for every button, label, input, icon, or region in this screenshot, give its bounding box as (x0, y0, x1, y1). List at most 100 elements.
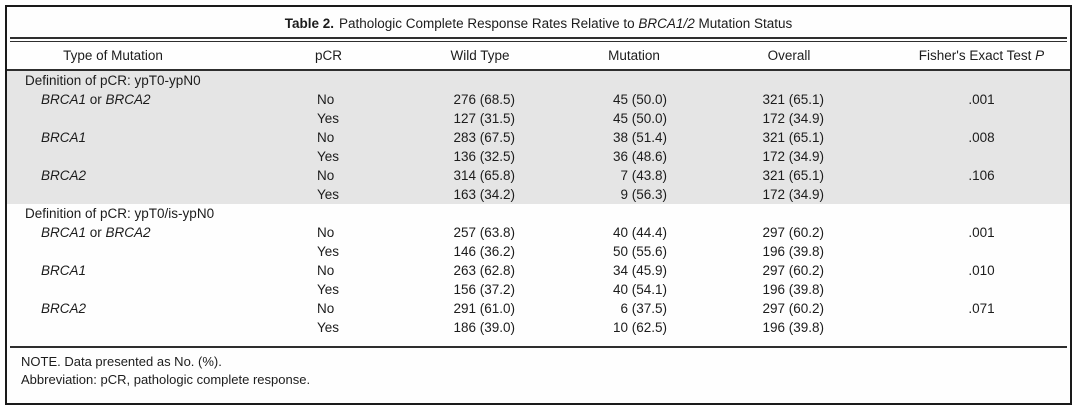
cell-mutation-type: BRCA1 or BRCA2 (41, 92, 151, 107)
cell-overall: 196 (39.8) (762, 282, 824, 297)
cell-p-value: .001 (968, 225, 995, 240)
column-header-fishers-exact-test-p: Fisher's Exact Test P (859, 42, 1070, 71)
note-line: NOTE. Data presented as No. (%). (21, 354, 222, 369)
cell-p-value (859, 147, 1070, 166)
cell-mutation-type (7, 147, 299, 166)
cell-mutation-type (7, 280, 299, 299)
cell-overall: 321 (65.1) (762, 168, 824, 183)
cell-overall: 172 (34.9) (762, 149, 824, 164)
cell-overall: 196 (39.8) (762, 320, 824, 335)
cell-p-value (859, 318, 1070, 337)
cell-p-value (859, 242, 1070, 261)
table-row: Yes 146 (36.2) 50 (55.6) 196 (39.8) (7, 242, 1070, 261)
cell-pcr: No (317, 130, 335, 145)
section-header-row: Definition of pCR: ypT0/is-ypN0 (7, 204, 1070, 223)
cell-mutation-type: BRCA1 or BRCA2 (41, 225, 151, 240)
cell-wild-type: 283 (67.5) (453, 130, 515, 145)
cell-overall: 297 (60.2) (762, 225, 824, 240)
cell-wild-type: 136 (32.5) (453, 149, 515, 164)
response-rates-table: Type of Mutation pCR Wild Type Mutation … (7, 42, 1070, 337)
cell-p-value: .071 (968, 301, 995, 316)
table-row: Yes 127 (31.5) 45 (50.0) 172 (34.9) (7, 109, 1070, 128)
cell-wild-type: 146 (36.2) (453, 244, 515, 259)
cell-pcr: No (317, 168, 335, 183)
cell-mutation: 34 (45.9) (612, 263, 667, 278)
cell-mutation: 45 (50.0) (612, 111, 667, 126)
cell-pcr: Yes (317, 244, 340, 259)
table-title-text: Pathologic Complete Response Rates Relat… (339, 16, 793, 31)
table-body: Definition of pCR: ypT0-ypN0 BRCA1 or BRC… (7, 70, 1070, 337)
cell-pcr: No (317, 225, 335, 240)
header-row: Type of Mutation pCR Wild Type Mutation … (7, 42, 1070, 71)
cell-pcr: No (317, 301, 335, 316)
cell-mutation: 38 (51.4) (612, 130, 667, 145)
abbreviation-line: Abbreviation: pCR, pathologic complete r… (21, 372, 311, 387)
column-header-mutation: Mutation (549, 42, 719, 71)
cell-wild-type: 314 (65.8) (453, 168, 515, 183)
column-header-wild-type: Wild Type (411, 42, 549, 71)
table-row: Yes 136 (32.5) 36 (48.6) 172 (34.9) (7, 147, 1070, 166)
cell-p-value (859, 280, 1070, 299)
cell-overall: 172 (34.9) (762, 187, 824, 202)
table-footnotes: NOTE. Data presented as No. (%). Abbrevi… (7, 348, 1070, 389)
cell-mutation-type (7, 318, 299, 337)
table-row: BRCA2 No 314 (65.8) 7 (43.8) 321 (65.1) .106 (7, 166, 1070, 185)
section-header-row: Definition of pCR: ypT0-ypN0 (7, 70, 1070, 90)
table-row: BRCA1 No 283 (67.5) 38 (51.4) 321 (65.1) .008 (7, 128, 1070, 147)
cell-wild-type: 127 (31.5) (453, 111, 515, 126)
cell-p-value (859, 185, 1070, 204)
cell-pcr: Yes (317, 111, 340, 126)
cell-pcr: Yes (317, 187, 340, 202)
section-label: Definition of pCR: ypT0-ypN0 (25, 73, 201, 88)
cell-mutation-type (7, 242, 299, 261)
table-title: Table 2. Pathologic Complete Response Rat… (7, 7, 1070, 31)
cell-overall: 172 (34.9) (762, 111, 824, 126)
cell-mutation: 36 (48.6) (612, 149, 667, 164)
cell-mutation-type: BRCA1 (41, 130, 87, 145)
column-header-type-of-mutation: Type of Mutation (7, 42, 299, 71)
cell-p-value (859, 109, 1070, 128)
cell-mutation-type: BRCA2 (41, 168, 87, 183)
table-row: Yes 186 (39.0) 10 (62.5) 196 (39.8) (7, 318, 1070, 337)
cell-overall: 196 (39.8) (762, 244, 824, 259)
table-row: Yes 156 (37.2) 40 (54.1) 196 (39.8) (7, 280, 1070, 299)
cell-wild-type: 156 (37.2) (453, 282, 515, 297)
cell-wild-type: 186 (39.0) (453, 320, 515, 335)
cell-mutation-type (7, 109, 299, 128)
cell-pcr: Yes (317, 282, 340, 297)
cell-mutation: 7 (43.8) (620, 168, 667, 183)
title-divider-rule (10, 37, 1067, 42)
cell-pcr: Yes (317, 320, 340, 335)
cell-mutation: 9 (56.3) (620, 187, 667, 202)
cell-wild-type: 257 (63.8) (453, 225, 515, 240)
cell-overall: 297 (60.2) (762, 301, 824, 316)
cell-mutation-type: BRCA1 (41, 263, 87, 278)
cell-overall: 297 (60.2) (762, 263, 824, 278)
table-row: BRCA2 No 291 (61.0) 6 (37.5) 297 (60.2) .071 (7, 299, 1070, 318)
cell-pcr: No (317, 92, 335, 107)
cell-mutation: 40 (44.4) (612, 225, 667, 240)
cell-wild-type: 263 (62.8) (453, 263, 515, 278)
cell-mutation-type: BRCA2 (41, 301, 87, 316)
table-row: BRCA1 No 263 (62.8) 34 (45.9) 297 (60.2) .010 (7, 261, 1070, 280)
cell-p-value: .008 (968, 130, 995, 145)
section-label: Definition of pCR: ypT0/is-ypN0 (25, 206, 215, 221)
cell-pcr: No (317, 263, 335, 278)
column-header-pcr: pCR (299, 42, 411, 71)
cell-overall: 321 (65.1) (762, 130, 824, 145)
cell-overall: 321 (65.1) (762, 92, 824, 107)
cell-mutation: 10 (62.5) (612, 320, 667, 335)
table-row: Yes 163 (34.2) 9 (56.3) 172 (34.9) (7, 185, 1070, 204)
table-row: BRCA1 or BRCA2 No 276 (68.5) 45 (50.0) 321 (… (7, 90, 1070, 109)
cell-wild-type: 163 (34.2) (453, 187, 515, 202)
column-header-overall: Overall (719, 42, 859, 71)
cell-mutation: 40 (54.1) (612, 282, 667, 297)
cell-p-value: .010 (968, 263, 995, 278)
cell-mutation: 50 (55.6) (612, 244, 667, 259)
table-frame: Table 2. Pathologic Complete Response Rat… (5, 5, 1072, 405)
cell-p-value: .106 (968, 168, 995, 183)
cell-mutation-type (7, 185, 299, 204)
cell-wild-type: 276 (68.5) (453, 92, 515, 107)
table-row: BRCA1 or BRCA2 No 257 (63.8) 40 (44.4) 297 (… (7, 223, 1070, 242)
